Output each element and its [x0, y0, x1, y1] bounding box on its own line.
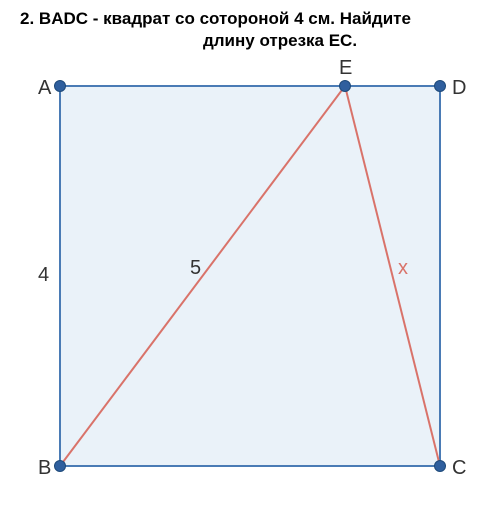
label-E: E — [339, 57, 352, 79]
point-A — [55, 81, 66, 92]
measure-be_5: 5 — [190, 257, 201, 279]
geometry-diagram: A D B C E 4 5 x — [0, 56, 500, 506]
point-C — [435, 461, 446, 472]
label-D: D — [452, 77, 466, 99]
problem-line1: BADC - квадрат со сотороной 4 см. Найдит… — [39, 9, 411, 28]
square-badc — [60, 86, 440, 466]
problem-line2: длину отрезка EC. — [20, 30, 480, 52]
label-C: C — [452, 457, 466, 479]
point-E — [340, 81, 351, 92]
label-A: A — [38, 77, 52, 99]
diagram-svg: A D B C E 4 5 x — [0, 56, 500, 506]
measure-side_4: 4 — [38, 264, 49, 286]
point-B — [55, 461, 66, 472]
problem-number: 2. — [20, 9, 34, 28]
measure-ec_x: x — [398, 257, 408, 279]
point-D — [435, 81, 446, 92]
label-B: B — [38, 457, 51, 479]
problem-statement: 2. BADC - квадрат со сотороной 4 см. Най… — [0, 0, 500, 56]
